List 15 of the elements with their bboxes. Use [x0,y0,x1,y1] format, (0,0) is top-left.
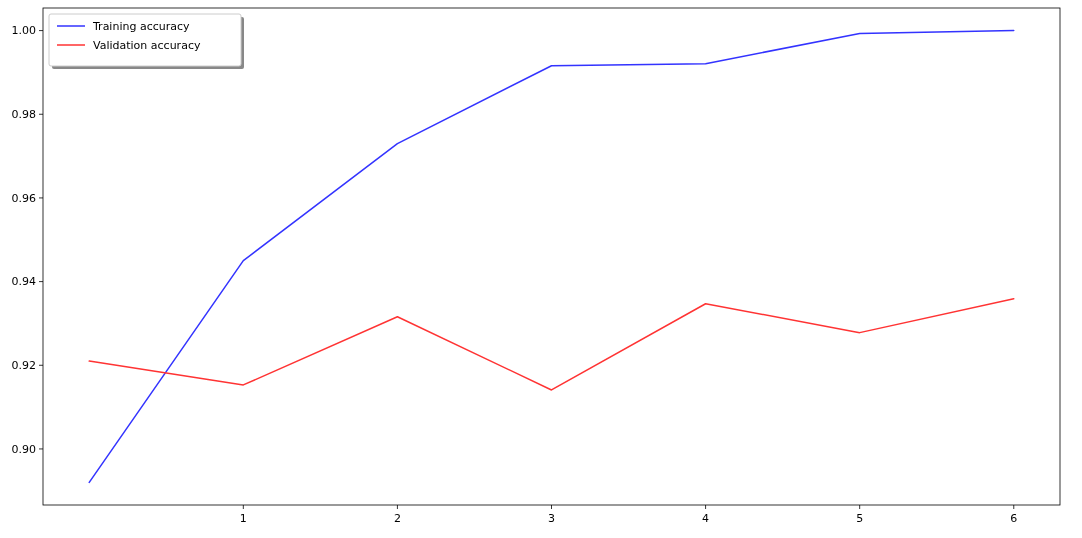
y-tick-label: 0.98 [11,108,36,122]
x-tick-label: 1 [239,512,247,525]
x-tick-label: 6 [1010,512,1018,525]
x-tick-label: 3 [548,512,555,525]
x-tick-label: 5 [856,512,864,525]
y-tick-label: 0.90 [11,442,36,456]
y-tick-label: 0.94 [11,275,36,289]
legend-label: Validation accuracy [93,38,201,52]
legend-label: Training accuracy [92,19,191,33]
line-series [88,298,1015,391]
x-tick-label: 2 [393,512,401,525]
y-tick-label: 0.96 [11,191,36,205]
y-tick-label: 1.00 [11,24,36,38]
y-tick-label: 0.92 [11,359,36,373]
x-tick-label: 4 [702,512,710,525]
